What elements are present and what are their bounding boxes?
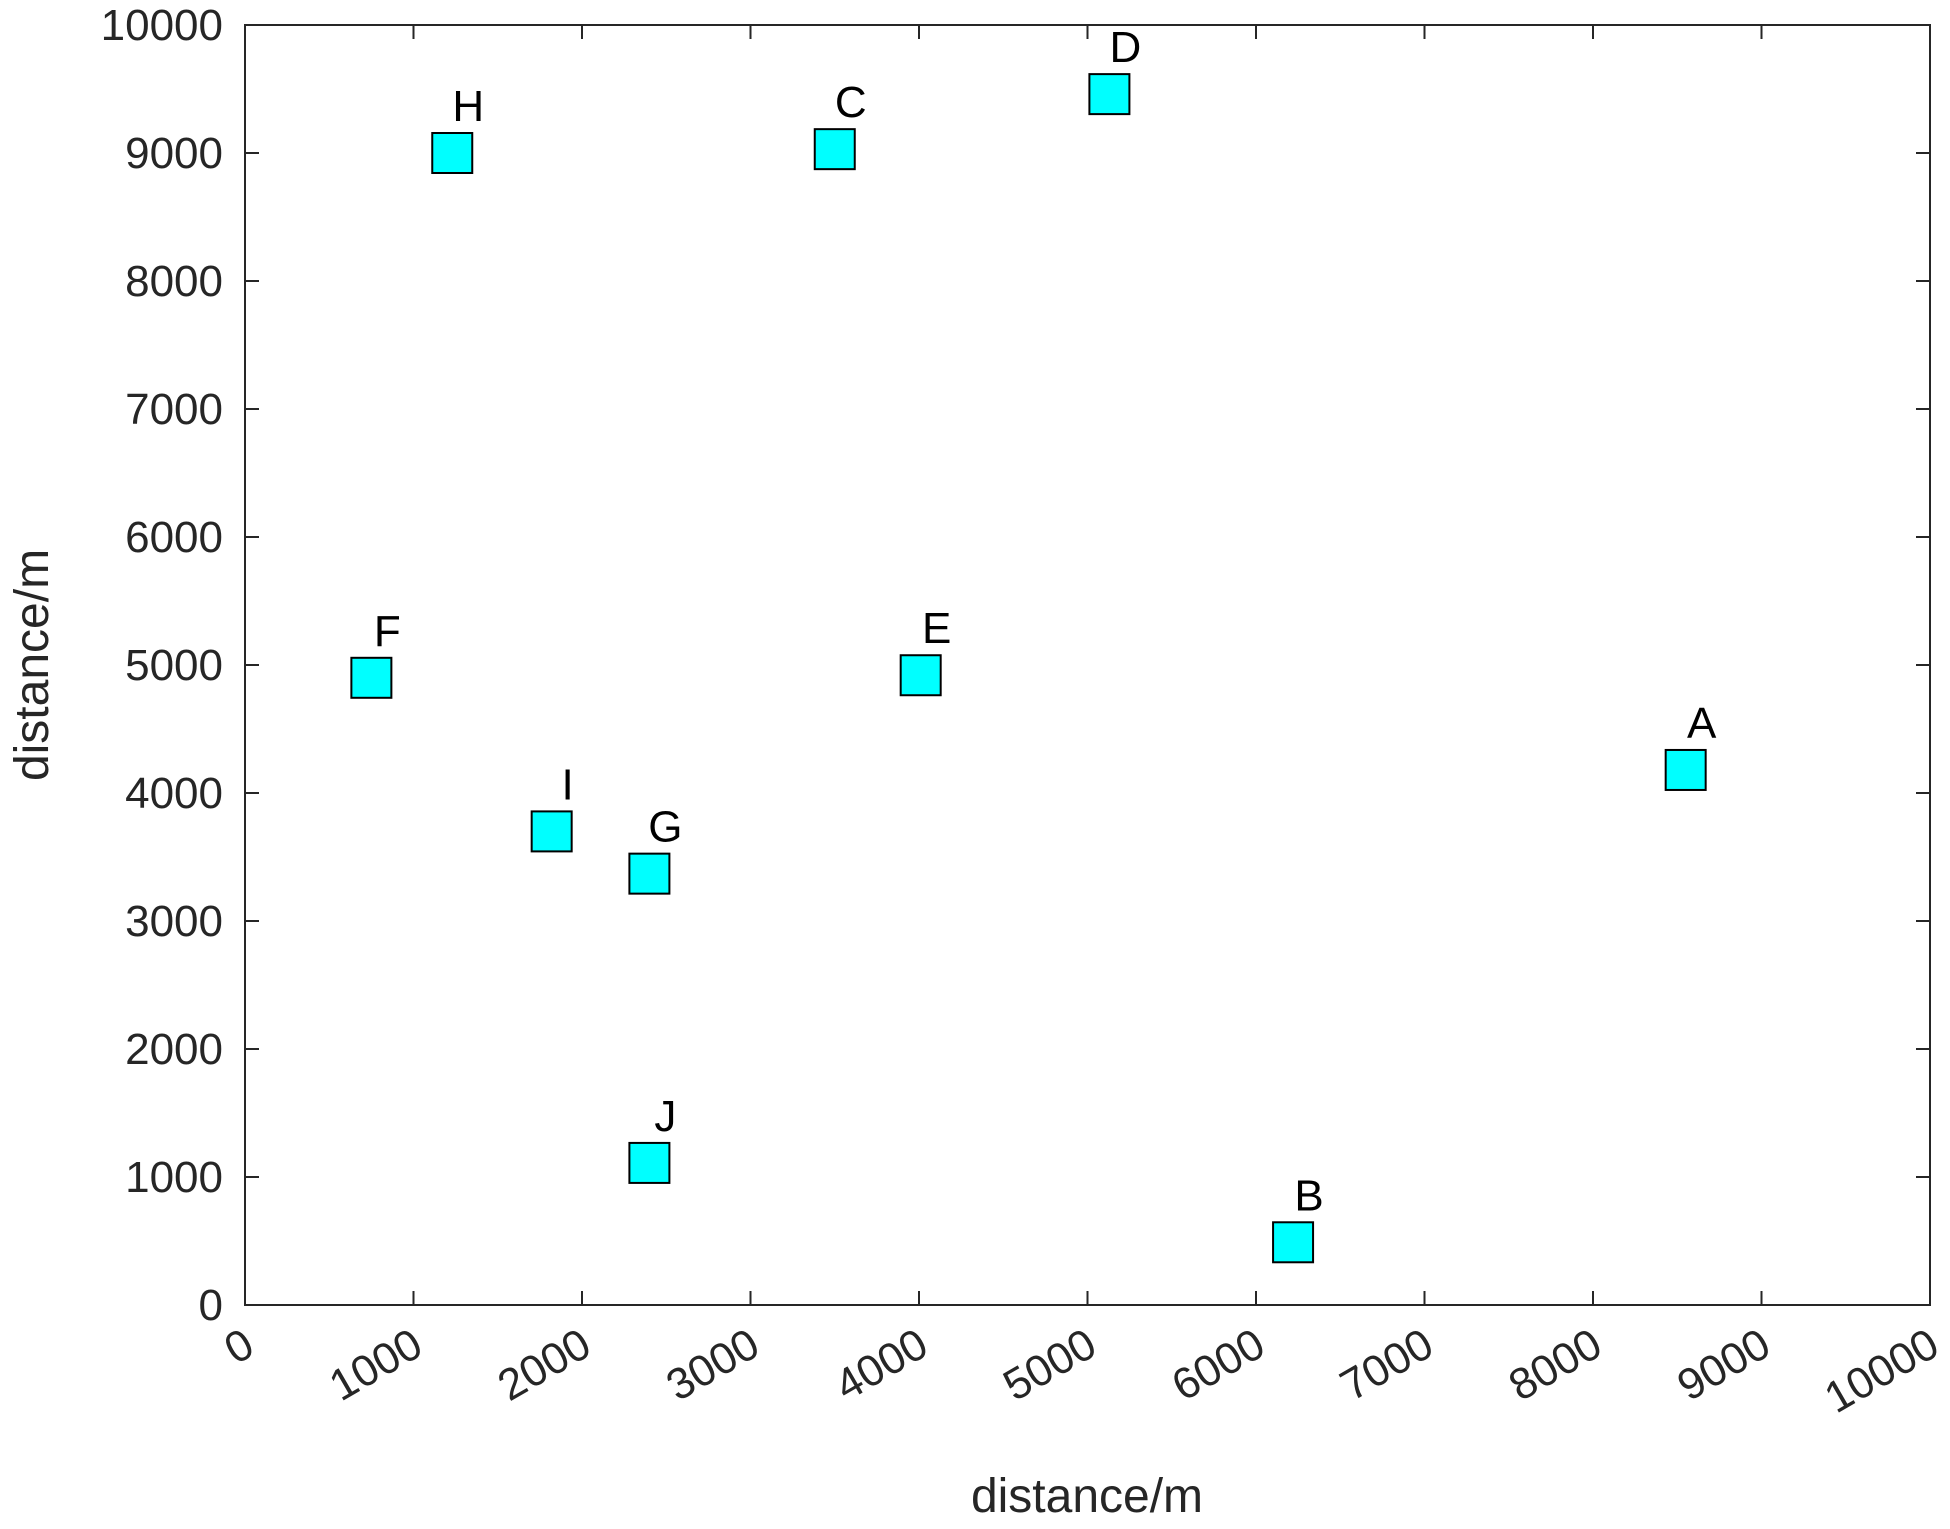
point-label-b: B [1294, 1171, 1323, 1220]
x-tick-label: 10000 [1817, 1319, 1947, 1423]
plot-area [245, 25, 1930, 1305]
point-label-a: A [1687, 699, 1717, 748]
point-label-d: D [1110, 23, 1142, 72]
point-marker-a [1664, 748, 1707, 791]
point-label-j: J [654, 1092, 676, 1141]
y-tick-label: 9000 [125, 129, 223, 178]
point-marker-e [899, 654, 942, 697]
point-label-g: G [648, 803, 682, 852]
x-tick-label: 7000 [1332, 1319, 1441, 1410]
point-marker-h [431, 132, 474, 174]
y-tick-label: 4000 [125, 769, 223, 818]
y-tick-label: 10000 [101, 1, 223, 50]
y-axis-title: distance/m [6, 549, 59, 781]
y-tick-label: 5000 [125, 641, 223, 690]
axes-box [244, 24, 1931, 1306]
point-label-i: I [562, 760, 574, 809]
point-marker-g [628, 852, 671, 895]
point-marker-c [813, 128, 856, 171]
point-label-f: F [374, 607, 401, 656]
point-label-e: E [922, 604, 951, 653]
x-tick-label: 8000 [1501, 1319, 1610, 1410]
x-tick-label: 9000 [1669, 1319, 1778, 1410]
y-tick-label: 7000 [125, 385, 223, 434]
point-marker-d [1088, 73, 1131, 116]
x-axis-title: distance/m [971, 1470, 1203, 1523]
y-tick-label: 0 [199, 1281, 223, 1330]
x-tick-label: 2000 [490, 1319, 599, 1410]
y-tick-label: 8000 [125, 257, 223, 306]
x-tick-label: 4000 [827, 1319, 936, 1410]
point-label-c: C [835, 78, 867, 127]
y-tick-label: 1000 [125, 1153, 223, 1202]
point-label-h: H [452, 82, 484, 131]
y-tick-label: 2000 [125, 1025, 223, 1074]
y-tick-label: 6000 [125, 513, 223, 562]
x-tick-label: 1000 [321, 1319, 430, 1410]
point-marker-f [350, 656, 393, 699]
x-tick-label: 6000 [1164, 1319, 1273, 1410]
y-tick-label: 3000 [125, 897, 223, 946]
x-tick-label: 5000 [995, 1319, 1104, 1410]
data-points: A B C D E F G H I J [350, 23, 1717, 1264]
x-tick-label: 0 [216, 1319, 262, 1374]
point-marker-i [530, 810, 573, 853]
point-marker-b [1272, 1221, 1315, 1264]
point-marker-j [628, 1141, 671, 1184]
x-tick-label: 3000 [658, 1319, 767, 1410]
